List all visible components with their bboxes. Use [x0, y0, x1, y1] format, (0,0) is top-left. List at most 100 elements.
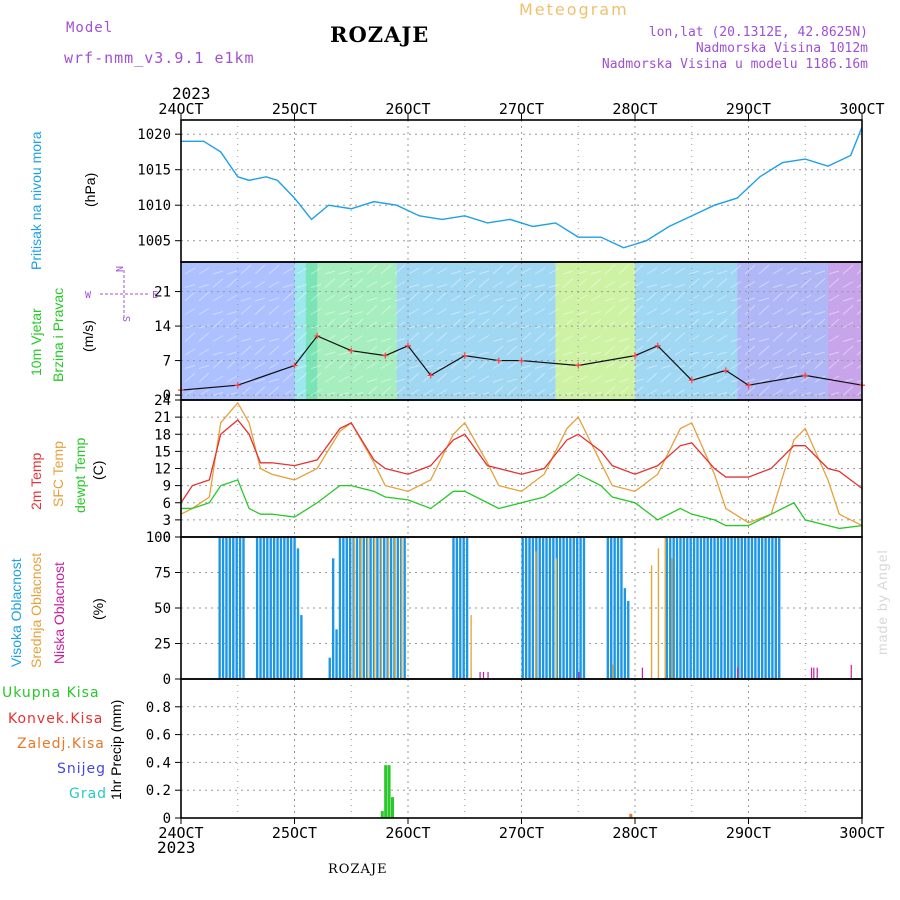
cloud-bar-0	[767, 537, 771, 679]
model-altitude-label: Nadmorska Visina u modelu 1186.16m	[601, 57, 868, 72]
panel-frame-4	[180, 678, 863, 819]
y-tick-label: 0	[163, 530, 171, 546]
x-tick-label-top: 24OCT	[158, 100, 203, 118]
wind-speed-marker	[461, 352, 468, 359]
cloud-bar-0	[362, 537, 365, 679]
x-tick-label-top: 29OCT	[726, 100, 771, 118]
cloud-bar-0	[286, 537, 289, 679]
y-tick-label: 6	[163, 496, 171, 512]
y-tick-label: 0.8	[146, 700, 171, 716]
meteogram-title: Meteogram	[519, 0, 629, 19]
cloud-bar-0	[545, 537, 548, 679]
x-tick-label-top: 26OCT	[385, 100, 430, 118]
wind-speed-marker	[722, 367, 729, 374]
cloud-bar-0	[452, 537, 455, 679]
cloud-bar-0	[771, 537, 774, 679]
y-tick-label: 7	[163, 354, 171, 370]
cloud-bar-0	[269, 537, 272, 679]
cloud-bar-2	[578, 671, 580, 679]
cloud-bar-0	[383, 537, 386, 679]
cloud-bar-0	[689, 537, 692, 679]
wind-speed-marker	[382, 352, 389, 359]
cloud-bar-0	[335, 629, 338, 679]
cloud-bar-0	[218, 537, 221, 679]
wind-speed-marker	[348, 347, 355, 354]
wind-speed-marker	[405, 342, 411, 349]
wind-barb-band-3	[396, 262, 556, 400]
cloud-bar-0	[696, 537, 699, 679]
cloud-bar-0	[750, 537, 754, 679]
cloud-bar-0	[754, 537, 757, 679]
cloud-bar-0	[293, 537, 296, 679]
temp2m-line	[180, 419, 863, 504]
compass-east: E	[152, 290, 158, 301]
cloud-bar-0	[272, 537, 276, 679]
precip-bar-0	[390, 797, 394, 818]
precip-bar-1	[629, 813, 633, 818]
y-tick-label: 75	[154, 566, 171, 582]
cloud-bar-1	[657, 548, 660, 679]
y-tick-label: 0.6	[146, 728, 171, 744]
x-tick-label-bottom: 26OCT	[385, 824, 430, 842]
cloud-bar-0	[679, 537, 682, 679]
cloud-bar-0	[579, 537, 582, 679]
year-bottom: 2023	[157, 838, 196, 857]
model-label: Model	[66, 20, 114, 36]
cloud-bar-0	[730, 537, 733, 679]
cloud-bar-0	[709, 537, 713, 679]
cloud-bar-0	[552, 537, 555, 679]
cloud-bar-0	[459, 537, 462, 679]
y-tick-label: 100	[146, 530, 171, 546]
cloud-bar-0	[338, 537, 342, 679]
compass-south: S	[122, 316, 133, 322]
cloud-bar-0	[255, 537, 259, 679]
wind-arrow-row-3	[184, 305, 868, 315]
cloud-bar-0	[369, 537, 372, 679]
cloud-bar-0	[403, 537, 406, 679]
cloud-bar-0	[675, 537, 679, 679]
legend-hail: Grad	[69, 786, 108, 802]
x-tick-label-bottom: 30OCT	[839, 824, 884, 842]
cloud-bar-0	[778, 537, 781, 679]
cloud-bar-0	[455, 537, 459, 679]
cloud-bar-0	[665, 537, 669, 679]
cloud-bar-0	[276, 537, 279, 679]
wind-speed-marker	[654, 342, 661, 349]
cloud-bar-0	[582, 537, 586, 679]
legend-freezing-rain: Zaledj.Kisa	[17, 736, 105, 752]
wind-speed-marker	[518, 357, 525, 364]
wind-barb-band-7	[827, 262, 862, 400]
cloud-bar-0	[558, 537, 562, 679]
wind-speed-marker	[745, 382, 752, 389]
wind-barb-band-2	[305, 262, 397, 400]
cloud-bar-0	[764, 537, 767, 679]
y-tick-label: 25	[154, 637, 171, 653]
wind-speed-marker	[495, 357, 502, 364]
cloud-bar-0	[703, 537, 706, 679]
y-tick-label: 0.4	[146, 755, 171, 771]
cloud-bar-0	[232, 537, 235, 679]
y-tick-label: 0	[163, 811, 171, 827]
wind-speed-marker	[575, 362, 582, 369]
cloud-bar-0	[669, 537, 672, 679]
y-tick-label: 0.2	[146, 783, 171, 799]
cloud-bar-0	[242, 537, 245, 679]
model-name: wrf-nmm_v3.9.1 e1km	[64, 49, 255, 67]
wind-barb-band-4	[555, 262, 635, 400]
cloud-bar-0	[713, 537, 716, 679]
wind-speed-marker	[688, 377, 695, 384]
cloud-bar-0	[342, 537, 345, 679]
cloud-bar-0	[279, 537, 283, 679]
cloud-bar-0	[610, 537, 613, 679]
wind-speed-marker	[427, 372, 434, 379]
cloud-bar-2	[810, 667, 813, 679]
cloud-bar-0	[538, 537, 541, 679]
y-tick-label: 1010	[137, 198, 171, 214]
altitude-label: Nadmorska Visina 1012m	[695, 41, 868, 56]
cloud-bar-0	[623, 588, 627, 679]
cloud-bar-0	[757, 537, 760, 679]
cloud-bar-0	[569, 537, 572, 679]
wind-arrow-row-5	[184, 332, 868, 342]
cloud-bar-0	[706, 537, 709, 679]
cloud-bar-0	[699, 537, 703, 679]
